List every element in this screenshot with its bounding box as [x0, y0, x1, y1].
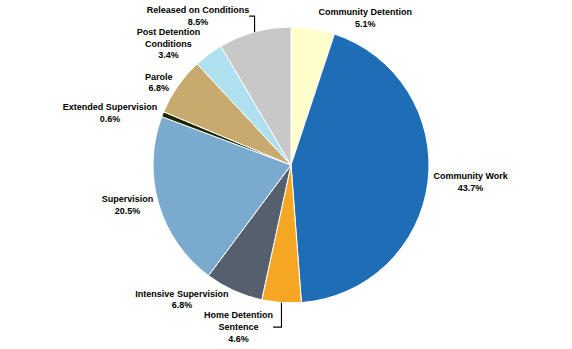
svg-text:Home DetentionSentence4.6%: Home DetentionSentence4.6%	[204, 310, 273, 343]
svg-text:Intensive Supervision6.8%: Intensive Supervision6.8%	[135, 289, 228, 311]
svg-text:Community Detention5.1%: Community Detention5.1%	[318, 7, 412, 29]
svg-text:Post DetentionConditions3.4%: Post DetentionConditions3.4%	[137, 27, 201, 60]
svg-text:Supervision20.5%: Supervision20.5%	[102, 194, 154, 216]
svg-text:Extended Supervision0.6%: Extended Supervision0.6%	[63, 102, 158, 124]
svg-text:Parole6.8%: Parole6.8%	[145, 72, 173, 94]
svg-text:Community Work43.7%: Community Work43.7%	[433, 171, 508, 193]
svg-text:Released on Conditions8.5%: Released on Conditions8.5%	[147, 5, 250, 27]
